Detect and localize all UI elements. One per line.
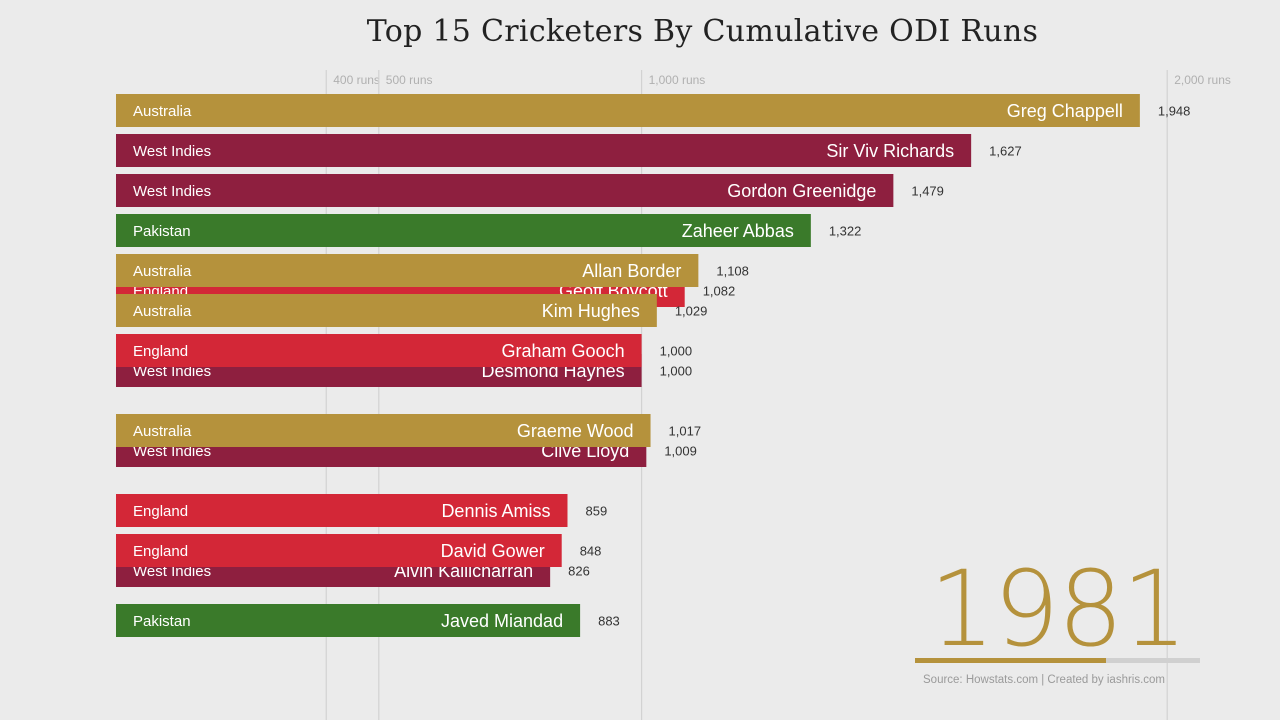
x-tick-label: 500 runs	[386, 73, 433, 87]
bar	[116, 534, 562, 567]
bar	[116, 214, 811, 247]
bar-value-label: 1,322	[829, 224, 862, 239]
bar-player-name: Kim Hughes	[542, 301, 640, 321]
bar-value-label: 883	[598, 614, 620, 629]
bar-player-name: Graeme Wood	[517, 421, 634, 441]
bar-team-label: West Indies	[133, 443, 211, 460]
bar-value-label: 1,000	[660, 344, 693, 359]
bar	[116, 294, 657, 327]
bar-group: Pakistan Javed Miandad 883	[116, 604, 620, 637]
bar-value-label: 1,082	[703, 284, 736, 299]
bar-group: Australia Allan Border 1,108	[116, 254, 749, 287]
x-tick-label: 1,000 runs	[649, 73, 706, 87]
bar	[116, 94, 1140, 127]
bar-group: Australia Greg Chappell 1,948	[116, 94, 1190, 127]
bar-value-label: 826	[568, 564, 590, 579]
timeline-progress-fill	[915, 658, 1106, 663]
bar-player-name: David Gower	[441, 541, 545, 561]
bar	[116, 254, 699, 287]
x-tick-label: 2,000 runs	[1174, 73, 1231, 87]
bar-value-label: 1,009	[664, 444, 697, 459]
bar-value-label: 1,017	[669, 424, 702, 439]
bar	[116, 134, 972, 167]
bar-team-label: West Indies	[133, 183, 211, 200]
bar-team-label: West Indies	[133, 563, 211, 580]
bar-team-label: Australia	[133, 423, 192, 440]
bar-group: Pakistan Zaheer Abbas 1,322	[116, 214, 861, 247]
bar-value-label: 1,029	[675, 304, 708, 319]
bar-player-name: Graham Gooch	[502, 341, 625, 361]
bars: Australia Greg Chappell 1,948 West Indies Si…	[116, 94, 1190, 637]
bar-group: England Dennis Amiss 859	[116, 494, 607, 527]
bar-player-name: Greg Chappell	[1007, 101, 1123, 121]
bar-team-label: England	[133, 503, 188, 520]
source-credit: Source: Howstats.com | Created by iashri…	[923, 674, 1166, 686]
bar-team-label: West Indies	[133, 363, 211, 380]
bar-value-label: 1,000	[660, 364, 693, 379]
bar-value-label: 848	[580, 544, 602, 559]
bar-team-label: Australia	[133, 263, 192, 280]
bar-player-name: Sir Viv Richards	[826, 141, 954, 161]
bar-value-label: 859	[585, 504, 607, 519]
bar-team-label: Australia	[133, 103, 192, 120]
bar	[116, 604, 581, 637]
bar	[116, 174, 894, 207]
bar	[116, 494, 568, 527]
bar-player-name: Zaheer Abbas	[682, 221, 794, 241]
bar-player-name: Javed Miandad	[441, 611, 563, 631]
bar-group: England David Gower 848	[116, 534, 601, 567]
bar-value-label: 1,948	[1158, 104, 1191, 119]
chart-title: Top 15 Cricketers By Cumulative ODI Runs	[366, 14, 1039, 49]
bar-value-label: 1,108	[716, 264, 749, 279]
x-tick-label: 400 runs	[333, 73, 380, 87]
bar-team-label: Pakistan	[133, 613, 191, 630]
bar	[116, 414, 651, 447]
bar-value-label: 1,479	[911, 184, 944, 199]
bar-group: England Graham Gooch 1,000	[116, 334, 692, 367]
bar-group: Australia Graeme Wood 1,017	[116, 414, 701, 447]
bar-team-label: England	[133, 343, 188, 360]
bar-player-name: Gordon Greenidge	[727, 181, 876, 201]
timeline-progress	[915, 658, 1200, 663]
bar-value-label: 1,627	[989, 144, 1022, 159]
bar-player-name: Dennis Amiss	[441, 501, 550, 521]
bar-team-label: Australia	[133, 303, 192, 320]
bar-team-label: Pakistan	[133, 223, 191, 240]
bar-group: Australia Kim Hughes 1,029	[116, 294, 707, 327]
bar-player-name: Allan Border	[582, 261, 681, 281]
bar-group: West Indies Sir Viv Richards 1,627	[116, 134, 1022, 167]
bar-team-label: West Indies	[133, 143, 211, 160]
bar-team-label: England	[133, 543, 188, 560]
year-label: 1981	[929, 548, 1188, 670]
bar-group: West Indies Gordon Greenidge 1,479	[116, 174, 944, 207]
bar	[116, 334, 642, 367]
